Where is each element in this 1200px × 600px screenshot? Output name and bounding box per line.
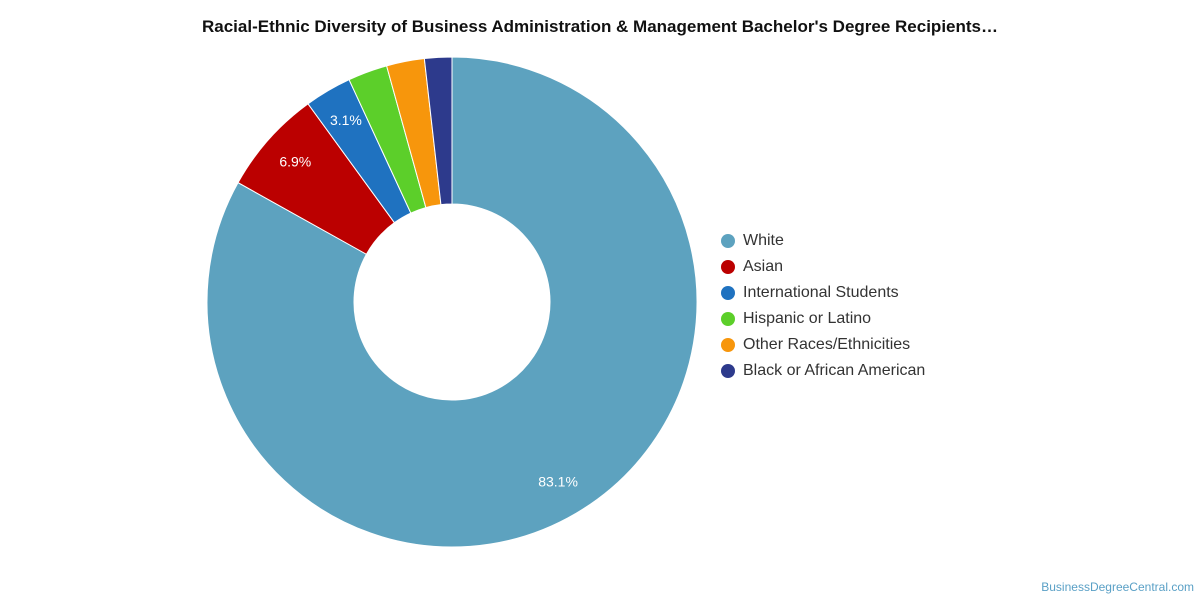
legend-label: Other Races/Ethnicities (743, 336, 911, 353)
legend-item-international-students[interactable]: International Students (721, 280, 925, 306)
chart-title: Racial-Ethnic Diversity of Business Admi… (201, 17, 998, 36)
slice-label-international-students: 3.1% (330, 112, 362, 128)
legend-label: Black or African American (743, 362, 926, 379)
legend-swatch-icon (721, 260, 735, 274)
slice-labels-group: 83.1% 6.9% 3.1% (279, 112, 578, 489)
legend-label: White (743, 232, 784, 249)
source-credit[interactable]: BusinessDegreeCentral.com (1041, 580, 1194, 594)
legend-label: International Students (743, 284, 899, 301)
legend-label: Hispanic or Latino (743, 310, 872, 327)
slices-group (206, 56, 698, 548)
legend: White Asian International Students Hispanic… (721, 228, 925, 384)
legend-item-white[interactable]: White (721, 228, 925, 254)
legend-swatch-icon (721, 234, 735, 248)
slice-label-white: 83.1% (538, 473, 578, 489)
legend-swatch-icon (721, 312, 735, 326)
legend-item-asian[interactable]: Asian (721, 254, 925, 280)
legend-item-hispanic-or-latino[interactable]: Hispanic or Latino (721, 306, 925, 332)
legend-swatch-icon (721, 338, 735, 352)
legend-swatch-icon (721, 286, 735, 300)
legend-item-black-or-african-american[interactable]: Black or African American (721, 358, 925, 384)
legend-swatch-icon (721, 364, 735, 378)
slice-label-asian: 6.9% (279, 154, 311, 170)
legend-item-other-races-ethnicities[interactable]: Other Races/Ethnicities (721, 332, 925, 358)
slice-white[interactable] (206, 56, 698, 548)
slice-black-or-african-american[interactable] (423, 56, 453, 206)
legend-label: Asian (743, 258, 784, 275)
